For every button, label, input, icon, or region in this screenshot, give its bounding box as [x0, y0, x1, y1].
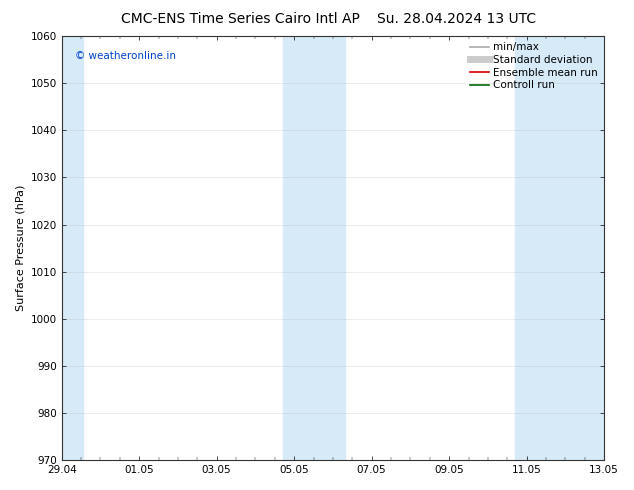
Y-axis label: Surface Pressure (hPa): Surface Pressure (hPa): [15, 185, 25, 311]
Text: CMC-ENS Time Series Cairo Intl AP: CMC-ENS Time Series Cairo Intl AP: [122, 12, 360, 26]
Bar: [283, 36, 344, 460]
Bar: [515, 36, 605, 460]
Text: Su. 28.04.2024 13 UTC: Su. 28.04.2024 13 UTC: [377, 12, 536, 26]
Legend: min/max, Standard deviation, Ensemble mean run, Controll run: min/max, Standard deviation, Ensemble me…: [466, 38, 602, 95]
Text: © weatheronline.in: © weatheronline.in: [75, 51, 176, 61]
Bar: [61, 36, 83, 460]
